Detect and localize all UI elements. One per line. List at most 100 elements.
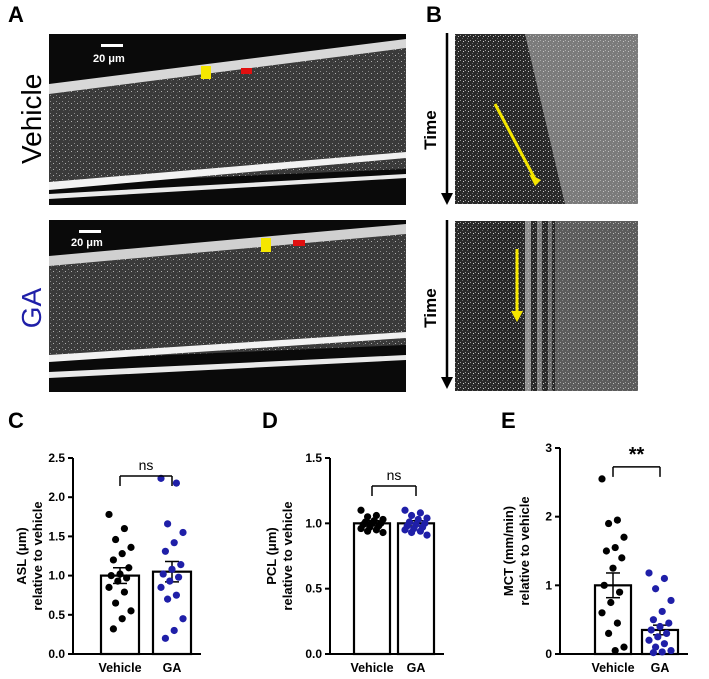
y-axis-label: relative to vehicle: [30, 501, 45, 610]
data-point: [609, 564, 617, 572]
y-axis-label: ASL (μm): [14, 527, 29, 585]
data-point: [379, 528, 387, 537]
data-point: [170, 539, 178, 547]
data-point: [364, 527, 372, 535]
kymograph-ga-svg: [455, 221, 638, 391]
data-point: [125, 564, 133, 572]
y-axis-label: relative to vehicle: [280, 501, 295, 610]
data-point: [620, 643, 628, 651]
y-tick-label: 1: [545, 578, 552, 592]
data-point: [416, 509, 424, 517]
data-point: [168, 565, 176, 573]
data-point: [616, 588, 624, 596]
y-tick-label: 2: [545, 510, 552, 524]
data-point: [605, 519, 613, 528]
data-point: [611, 543, 619, 552]
data-point: [401, 506, 409, 514]
time-label-top: Time: [421, 110, 440, 150]
significance-label: **: [629, 444, 645, 466]
asl-chart: 0.0 0.5 1.0 1.5 2.0 2.5 ASL (μm) relative to ve…: [14, 451, 201, 675]
data-point: [112, 535, 120, 544]
y-tick-label: 1.0: [305, 516, 322, 530]
data-point: [602, 547, 610, 555]
bar: [396, 522, 436, 656]
data-point: [656, 622, 664, 631]
data-point: [118, 550, 126, 558]
data-point: [663, 629, 671, 637]
data-point: [166, 577, 174, 585]
data-point: [408, 511, 416, 520]
data-point: [613, 619, 621, 627]
mct-chart: 0 1 2 3 MCT (mm/min) relative to vehicle Vehic…: [501, 441, 688, 675]
data-point: [120, 524, 128, 533]
data-point: [660, 640, 668, 648]
data-point: [164, 595, 172, 603]
pcl-chart: 0.0 0.5 1.0 1.5 PCL (μm) relative to vehicle V…: [264, 451, 444, 675]
data-point: [600, 581, 608, 589]
data-point: [123, 574, 131, 582]
data-point: [105, 583, 113, 591]
data-point: [357, 506, 365, 514]
bar: [151, 570, 193, 656]
data-point: [654, 633, 662, 641]
scale-bar-label: 20 μm: [93, 53, 125, 65]
micrograph-ga: 20 μm: [49, 220, 406, 392]
data-point: [112, 599, 120, 607]
data-point: [613, 516, 621, 524]
row-label-vehicle: Vehicle: [16, 73, 47, 164]
data-point: [109, 556, 117, 564]
scale-bar: [101, 44, 123, 47]
data-point: [667, 596, 675, 605]
data-point: [114, 577, 122, 585]
time-axis-arrows: [441, 33, 453, 389]
x-tick-label: GA: [407, 661, 426, 675]
data-point: [161, 547, 169, 555]
kymograph-vehicle-svg: [455, 34, 638, 204]
y-tick-label: 2.5: [48, 451, 65, 465]
data-point: [660, 574, 668, 583]
panel-letter-d: D: [262, 408, 278, 433]
data-point: [665, 619, 673, 627]
data-point: [157, 583, 165, 591]
panel-letter-c: C: [8, 408, 24, 433]
data-point: [607, 598, 615, 607]
x-tick-label: Vehicle: [350, 661, 393, 675]
data-point: [620, 533, 628, 541]
data-point: [652, 643, 660, 651]
data-point: [649, 649, 657, 657]
data-point: [120, 588, 128, 596]
y-axis-label: MCT (mm/min): [501, 506, 516, 596]
y-tick-label: 0.0: [48, 647, 65, 661]
data-point: [177, 561, 185, 569]
data-point: [357, 524, 365, 533]
red-marker: [293, 240, 305, 246]
data-point: [598, 609, 606, 617]
data-point: [116, 570, 124, 578]
significance-label: ns: [139, 457, 154, 473]
panel-letter-e: E: [501, 408, 516, 433]
kymograph-ga: [455, 221, 638, 391]
scale-bar: [79, 230, 101, 233]
data-point: [127, 543, 135, 551]
data-point: [408, 528, 416, 537]
data-point: [658, 607, 666, 616]
red-marker: [241, 68, 252, 74]
data-point: [164, 520, 172, 528]
data-point: [611, 646, 619, 655]
data-point: [372, 526, 380, 534]
y-tick-label: 1.0: [48, 569, 65, 583]
data-point: [118, 615, 126, 623]
y-tick-label: 2.0: [48, 490, 65, 504]
data-point: [172, 479, 180, 487]
data-point: [647, 626, 655, 634]
data-point: [179, 528, 187, 537]
y-tick-label: 0.5: [305, 582, 322, 596]
data-point: [605, 629, 613, 637]
x-tick-label: GA: [651, 661, 670, 675]
data-point: [179, 615, 187, 623]
y-tick-label: 0.0: [305, 647, 322, 661]
x-tick-label: GA: [163, 661, 182, 675]
yellow-marker: [201, 66, 211, 79]
data-point: [127, 607, 135, 615]
row-label-ga: GA: [16, 287, 47, 329]
